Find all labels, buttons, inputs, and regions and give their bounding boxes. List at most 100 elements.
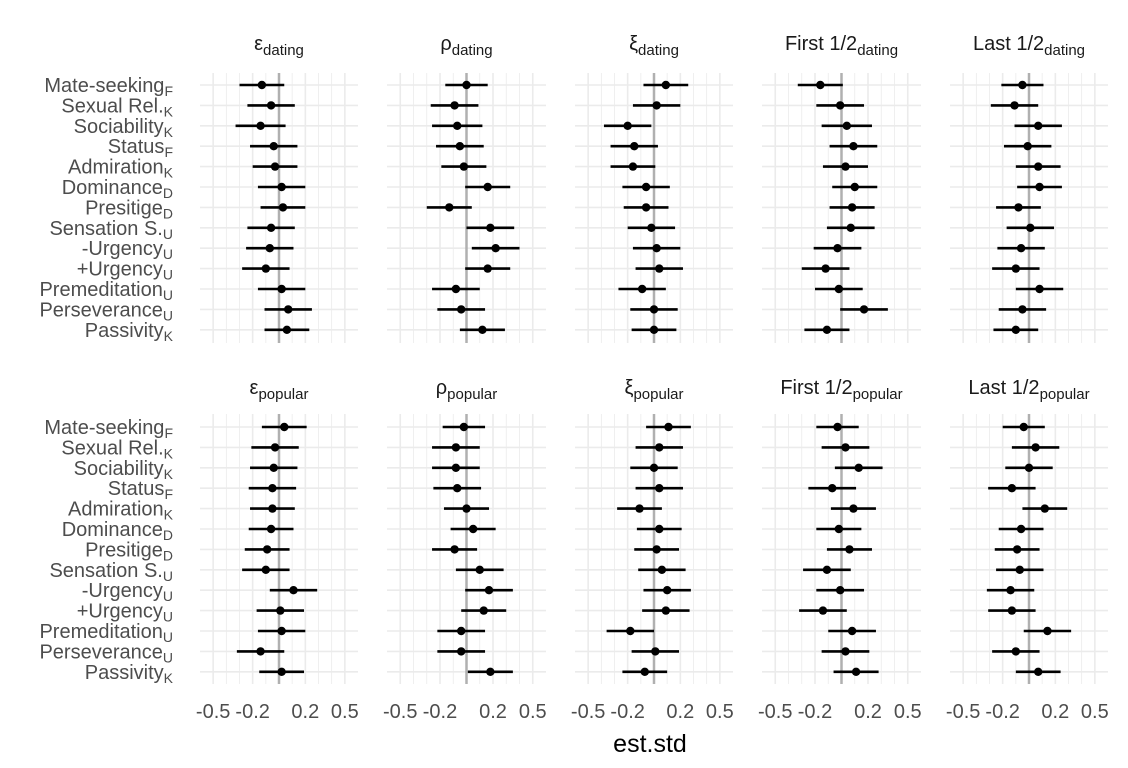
y-tick-subscript: U: [163, 609, 173, 625]
estimate-point: [859, 305, 869, 314]
y-tick-subscript: F: [164, 83, 173, 99]
estimate-point: [270, 443, 280, 452]
estimate-point: [276, 606, 285, 615]
estimate-point: [451, 443, 461, 452]
estimate-point: [483, 182, 492, 192]
facet-strip-title: Last 1/2popular: [968, 377, 1089, 403]
estimate-point: [841, 647, 850, 656]
estimate-point: [261, 264, 271, 273]
y-tick-main: Sociability: [74, 116, 164, 138]
y-tick-subscript: K: [164, 124, 174, 140]
facet-panel-popular-3: ξpopular -0.5 -0.2 0.2 0.5: [571, 377, 734, 723]
estimate-point: [641, 182, 651, 192]
estimate-point: [475, 565, 484, 574]
estimate-point: [457, 305, 466, 314]
estimate-point: [277, 626, 286, 636]
y-tick-main: -Urgency: [82, 238, 163, 260]
y-tick-label: -UrgencyU: [82, 580, 173, 604]
y-tick-label: StatusF: [108, 136, 173, 160]
estimate-point: [459, 422, 469, 432]
estimate-point: [847, 203, 857, 212]
y-tick-label: PassivityK: [85, 320, 174, 344]
estimate-point: [851, 667, 861, 676]
estimate-point: [842, 121, 851, 130]
estimate-point: [1012, 545, 1022, 554]
y-tick-label: -UrgencyU: [82, 238, 173, 262]
estimate-point: [1016, 244, 1026, 253]
facet-strip-main: Last 1/2: [973, 33, 1044, 55]
y-tick-main: Dominance: [62, 177, 163, 199]
y-tick-main: Presitige: [85, 197, 163, 219]
estimate-point: [256, 647, 265, 656]
y-tick-main: Premeditation: [39, 279, 162, 301]
y-tick-subscript: D: [163, 185, 173, 201]
y-tick-label: Mate-seekingF: [44, 75, 173, 99]
facet-strip-main: ε: [250, 377, 259, 399]
estimate-point: [1016, 524, 1026, 534]
facet-strip-subscript: dating: [263, 42, 304, 59]
estimate-point: [822, 325, 832, 334]
y-tick-main: Premeditation: [39, 621, 162, 643]
estimate-point: [266, 223, 276, 232]
facet-strip-main: First 1/2: [785, 33, 857, 55]
estimate-point: [630, 142, 639, 151]
estimate-point: [623, 121, 632, 130]
y-tick-subscript: U: [163, 307, 173, 323]
estimate-point: [484, 586, 494, 595]
estimate-point: [1018, 80, 1027, 90]
estimate-point: [268, 484, 277, 493]
x-tick-label: 0.2: [1041, 701, 1069, 723]
y-tick-label: PremeditationU: [39, 621, 173, 645]
estimate-point: [450, 101, 459, 110]
estimate-point: [652, 244, 661, 253]
estimate-point: [662, 586, 672, 595]
estimate-point: [280, 422, 289, 432]
x-tick-label: 0.2: [291, 701, 319, 723]
estimate-point: [451, 463, 461, 472]
y-tick-subscript: U: [163, 287, 173, 303]
facet-panel-dating-2: ρdating: [387, 33, 546, 343]
estimate-point: [1015, 565, 1024, 574]
estimate-point: [483, 264, 492, 273]
facet-strip-subscript: popular: [853, 386, 903, 403]
y-tick-label: DominanceD: [62, 519, 173, 543]
estimate-point: [649, 305, 659, 314]
x-tick-label: 0.5: [706, 701, 734, 723]
x-tick-label: 0.5: [519, 701, 547, 723]
facet-strip-subscript: dating: [452, 42, 493, 59]
facet-strip-main: ρ: [440, 33, 451, 55]
estimate-point: [834, 284, 844, 294]
y-tick-subscript: F: [164, 486, 173, 502]
estimate-point: [277, 284, 286, 294]
y-tick-label: +UrgencyU: [77, 259, 173, 283]
estimate-point: [657, 565, 667, 574]
estimate-point: [655, 484, 664, 493]
estimate-point: [1018, 305, 1027, 314]
facet-strip-subscript: popular: [258, 386, 308, 403]
y-tick-main: Sexual Rel.: [61, 95, 163, 117]
y-tick-subscript: K: [164, 445, 174, 461]
facet-strip-subscript: popular: [1040, 386, 1090, 403]
y-tick-subscript: K: [164, 507, 174, 523]
x-tick-label: 0.5: [1081, 701, 1109, 723]
estimate-point: [846, 223, 855, 232]
y-tick-subscript: D: [163, 547, 173, 563]
estimate-point: [491, 244, 500, 253]
estimate-point: [282, 325, 292, 334]
y-tick-main: Sensation S.: [49, 560, 162, 582]
estimate-point: [1011, 647, 1021, 656]
estimate-point: [277, 182, 286, 192]
y-tick-label: AdmirationK: [68, 499, 174, 523]
facet-panel-dating-4: First 1/2dating: [762, 33, 921, 343]
x-tick-label: -0.2: [423, 701, 457, 723]
y-tick-subscript: K: [164, 466, 174, 482]
estimate-point: [1024, 463, 1034, 472]
estimate-point: [1007, 484, 1017, 493]
estimate-point: [1014, 203, 1023, 212]
y-tick-main: Status: [108, 136, 165, 158]
x-tick-label: -0.5: [383, 701, 417, 723]
estimate-point: [468, 524, 478, 534]
estimate-point: [647, 223, 656, 232]
y-tick-main: Perseverance: [39, 299, 162, 321]
